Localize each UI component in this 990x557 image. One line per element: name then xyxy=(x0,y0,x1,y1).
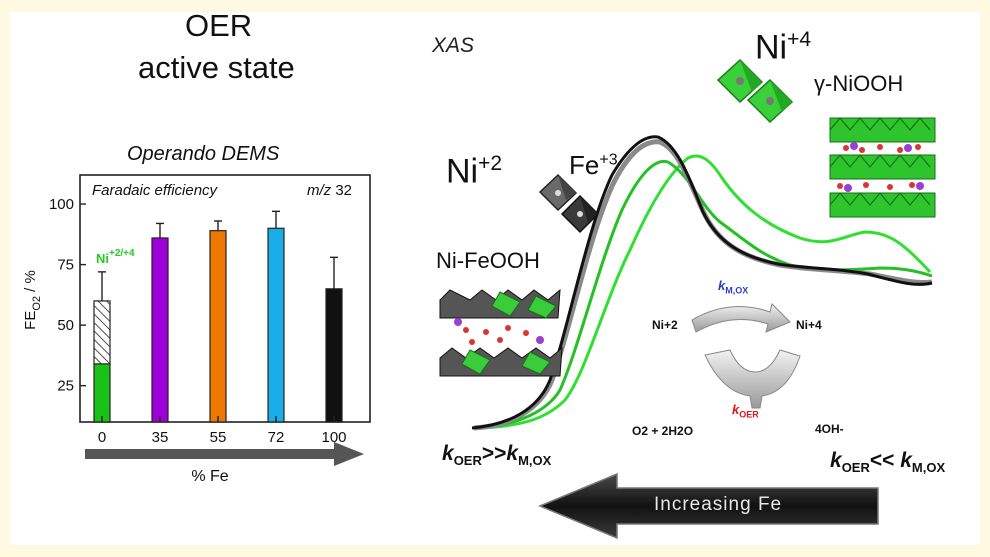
title-oer: OER xyxy=(185,8,253,43)
chart-subtitle: Operando DEMS xyxy=(127,143,280,165)
xas-label: XAS xyxy=(432,34,475,57)
y-tick-label: 25 xyxy=(57,378,74,395)
title-active-state: active state xyxy=(138,50,295,85)
x-tick-label: 55 xyxy=(210,429,227,446)
cycle-ni2-label: Ni+2 xyxy=(652,318,678,332)
y-tick-label: 100 xyxy=(49,196,74,213)
x-tick-label: 0 xyxy=(98,429,106,446)
nifeooh-structure-icon xyxy=(439,288,563,377)
svg-text:FEO2 / %: FEO2 / % xyxy=(22,270,43,330)
y-axis-title: FEO2 / % xyxy=(22,270,43,330)
nifeooh-label: Ni-FeOOH xyxy=(436,248,540,273)
x-axis-title: % Fe xyxy=(191,468,228,485)
xas-spectrum-green-shifted xyxy=(479,154,932,430)
increasing-fe-label: Increasing Fe xyxy=(654,494,783,515)
x-tick-label: 72 xyxy=(268,429,285,446)
inner-label: Faradaic efficiency xyxy=(92,182,219,199)
oxidation-arrow xyxy=(691,303,791,333)
x-tick-label: 100 xyxy=(321,429,346,446)
gamma-niooh-label: γ-NiOOH xyxy=(814,71,904,96)
fe3-label: Fe+3 xyxy=(569,150,618,180)
right-rate-relation: kOER<< kM,OX xyxy=(830,449,946,476)
products-label: O2 + 2H2O xyxy=(632,424,694,438)
oer-arrow xyxy=(704,349,801,409)
ni-bar-label: Ni+2/+4 xyxy=(96,248,135,266)
x-tick-label: 35 xyxy=(152,429,169,446)
gamma-niooh-structure-icon xyxy=(829,117,936,218)
y-axis: 25 50 75 100 xyxy=(49,196,86,395)
y-tick-label: 75 xyxy=(57,257,74,274)
left-rate-relation: kOER>>kM,OX xyxy=(442,442,552,469)
k-mox-label: kM,OX xyxy=(718,278,749,296)
ni4-label: Ni+4 xyxy=(755,28,812,67)
mz-label: m/z 32 xyxy=(307,182,352,199)
ni4-octahedra-icon xyxy=(716,58,794,124)
k-oer-label: kOER xyxy=(732,402,759,420)
hydroxide-label: 4OH- xyxy=(815,422,844,436)
y-tick-label: 50 xyxy=(57,317,74,334)
ni2-label: Ni+2 xyxy=(446,152,503,191)
fe-axis-arrow xyxy=(85,442,364,466)
fe3-octahedra-icon xyxy=(538,173,600,234)
cycle-ni4-label: Ni+4 xyxy=(796,318,822,332)
bar-segment-hatched xyxy=(93,300,111,365)
x-axis: 0 35 55 72 100 xyxy=(98,416,347,446)
